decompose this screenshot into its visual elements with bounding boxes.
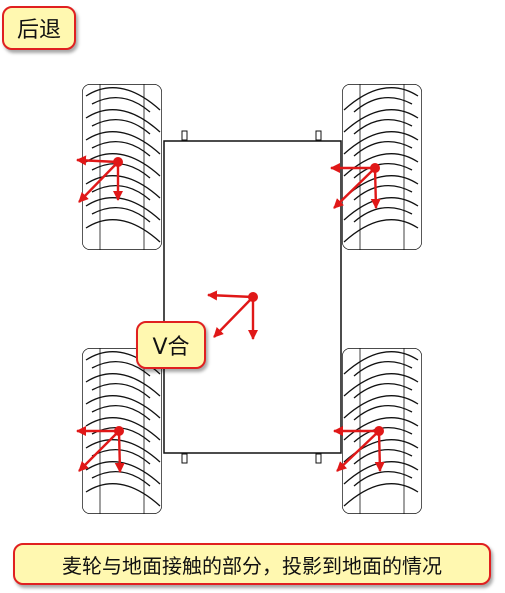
resultant-velocity-label: V合: [136, 321, 206, 369]
force-vector-arrow: [114, 430, 125, 474]
force-vector-arrow: [333, 167, 376, 209]
vectors-front-right: [329, 162, 381, 210]
force-vector-arrow: [374, 430, 385, 473]
force-vector-arrow: [206, 290, 254, 301]
title-label: 后退: [2, 6, 76, 50]
vectors-resultant: [206, 290, 259, 341]
vectors-rear-left: [75, 425, 125, 474]
force-vector-arrow: [213, 296, 254, 338]
wheel-front-left: [82, 84, 162, 250]
caption-label: 麦轮与地面接触的部分，投影到地面的情况: [13, 543, 491, 585]
wheel-front-right: [342, 84, 422, 250]
force-vector-arrow: [78, 161, 119, 203]
force-vector-arrow: [336, 430, 380, 472]
vectors-front-left: [75, 155, 124, 203]
force-vector-arrow: [78, 430, 120, 472]
force-vector-arrow: [75, 155, 119, 166]
vectors-rear-right: [332, 425, 385, 473]
force-vector-arrow: [370, 167, 381, 210]
